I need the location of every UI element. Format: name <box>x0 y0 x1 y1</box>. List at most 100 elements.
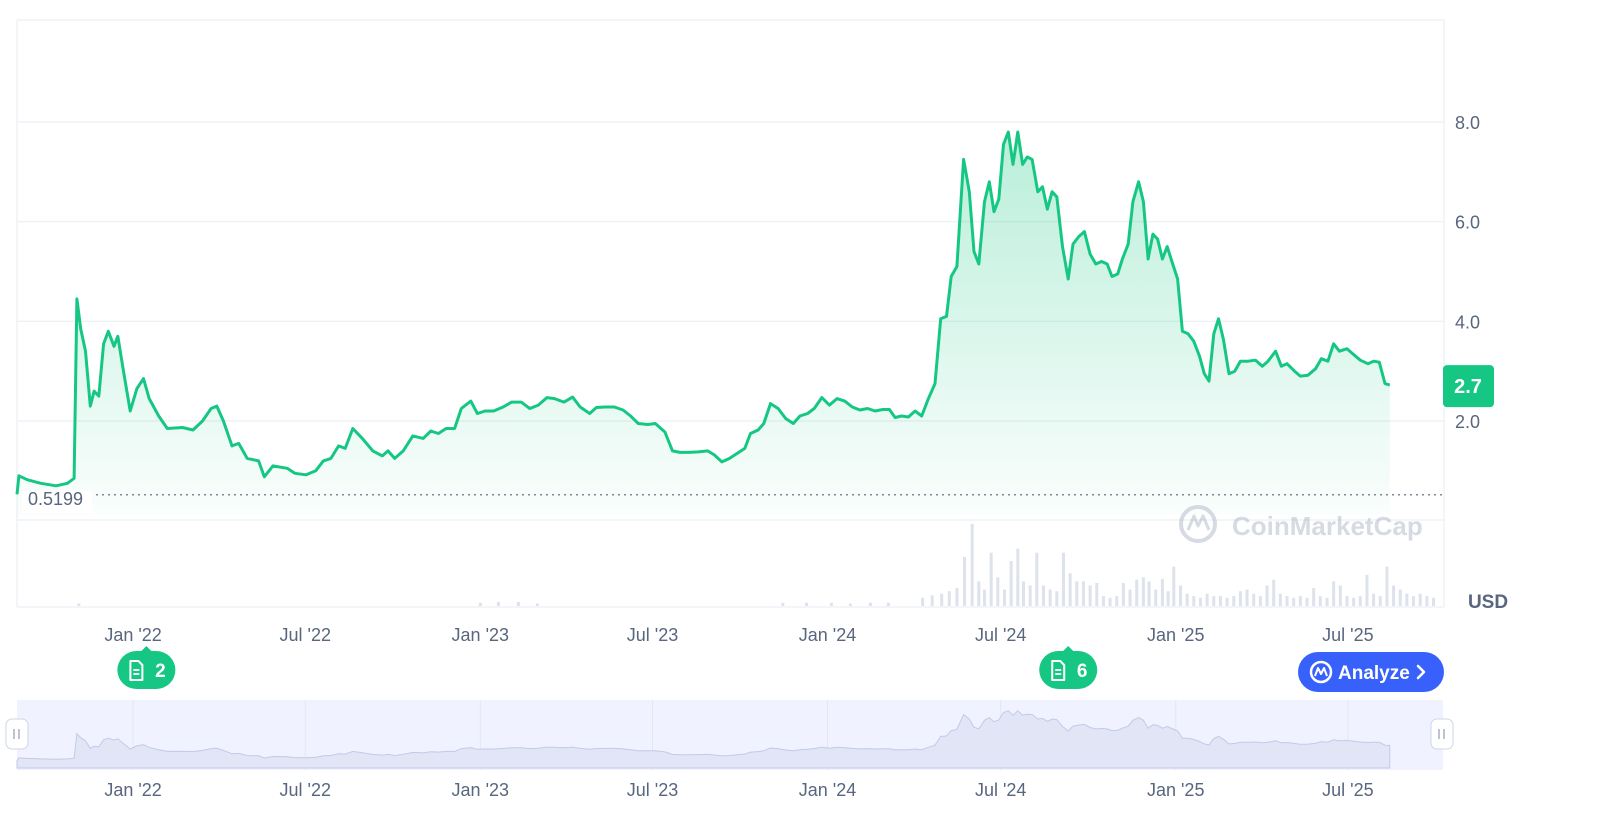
chart-frame <box>16 19 1445 608</box>
volume-bar <box>947 591 951 606</box>
volume-bar <box>1135 579 1139 606</box>
volume-bar <box>1258 596 1262 606</box>
event-badge[interactable]: 2 <box>117 646 176 689</box>
range-navigator[interactable]: Jan '22 Jul '22 Jan '23 Jul '23 Jan '24 Jul '… <box>5 700 1454 800</box>
volume-bar <box>516 601 520 606</box>
volume-bar <box>1128 589 1132 606</box>
event-badge[interactable]: 6 <box>1039 646 1098 689</box>
volume-bar <box>1418 593 1422 606</box>
volume-bar <box>1068 573 1072 606</box>
volume-bar <box>1028 585 1032 606</box>
x-tick-label: Jul '22 <box>280 625 331 645</box>
volume-bar <box>478 602 482 606</box>
volume-bar <box>1318 596 1322 606</box>
volume-bar <box>1305 597 1309 606</box>
analyze-button[interactable]: Analyze <box>1298 652 1444 692</box>
volume-bar <box>1108 597 1112 606</box>
x-axis-ticks: Jan '22 Jul '22 Jan '23 Jul '23 Jan '24 Jul '… <box>104 625 1373 645</box>
volume-bar <box>1075 581 1079 606</box>
document-icon <box>129 660 144 681</box>
document-icon <box>1051 660 1066 681</box>
navigator-left-handle[interactable] <box>5 718 29 750</box>
navigator-x-tick-label: Jul '25 <box>1322 780 1373 800</box>
cmc-logo-icon <box>1179 505 1217 543</box>
volume-bar <box>1238 591 1242 606</box>
volume-bar <box>1218 596 1222 606</box>
x-tick-label: Jan '24 <box>799 625 856 645</box>
event-count: 2 <box>155 661 166 682</box>
currency-label: USD <box>1468 592 1508 613</box>
volume-bar <box>1160 578 1164 606</box>
volume-bar <box>535 603 539 606</box>
volume-bar <box>77 603 81 606</box>
navigator-x-tick-label: Jan '25 <box>1147 780 1204 800</box>
volume-bar <box>1365 574 1369 606</box>
volume-bar <box>983 589 987 606</box>
volume-bar <box>496 601 500 606</box>
volume-bar <box>1035 552 1039 606</box>
navigator-x-tick-label: Jul '23 <box>627 780 678 800</box>
volume-bar <box>1022 581 1026 606</box>
baseline-label: 0.5199 <box>22 489 92 513</box>
volume-bar <box>1245 589 1249 606</box>
navigator-right-handle[interactable] <box>1430 718 1454 750</box>
watermark-text: CoinMarketCap <box>1232 511 1423 541</box>
price-area-fill <box>17 132 1390 515</box>
volume-bar <box>1338 585 1342 606</box>
volume-bar <box>977 581 981 606</box>
y-axis-ticks: 2.0 4.0 6.0 8.0 <box>1455 113 1480 432</box>
volume-bar <box>1141 577 1145 606</box>
volume-bar <box>1332 581 1336 606</box>
volume-bar <box>1178 585 1182 606</box>
event-count: 6 <box>1077 661 1088 682</box>
volume-bar <box>1009 560 1013 606</box>
cmc-ai-icon <box>1309 660 1333 684</box>
volume-bar <box>1392 585 1396 606</box>
volume-bar <box>1312 587 1316 606</box>
volume-bar <box>1166 591 1170 606</box>
volume-bar <box>930 595 934 606</box>
volume-bar <box>1265 585 1269 606</box>
volume-bar <box>1398 589 1402 606</box>
volume-bar <box>1016 548 1020 606</box>
volume-bar <box>848 603 852 606</box>
volume-bar <box>1002 589 1006 606</box>
volume-bar <box>886 602 890 606</box>
navigator-x-tick-label: Jan '24 <box>799 780 856 800</box>
volume-bar <box>1041 585 1045 606</box>
volume-bar <box>1147 581 1151 606</box>
volume-bar <box>1432 597 1436 606</box>
volume-bar <box>989 552 993 606</box>
volume-bar <box>1198 597 1202 606</box>
volume-bar <box>1352 597 1356 606</box>
navigator-x-tick-label: Jan '22 <box>104 780 161 800</box>
volume-bar <box>1358 596 1362 606</box>
price-line[interactable] <box>15 130 1391 495</box>
volume-bar <box>970 524 974 606</box>
volume-bar <box>1325 597 1329 606</box>
current-price-badge: 2.7 <box>1443 365 1494 408</box>
volume-bar <box>1101 596 1105 606</box>
volume-bar <box>940 593 944 606</box>
y-tick-label: 2.0 <box>1455 412 1480 432</box>
navigator-x-ticks: Jan '22 Jul '22 Jan '23 Jul '23 Jan '24 Jul '… <box>104 780 1373 800</box>
y-tick-label: 6.0 <box>1455 213 1480 233</box>
volume-bar <box>1278 593 1282 606</box>
volume-bar <box>1061 552 1065 606</box>
volume-bar <box>1095 583 1099 606</box>
x-tick-label: Jan '23 <box>452 625 509 645</box>
volume-bar <box>1272 579 1276 606</box>
analyze-label: Analyze <box>1338 663 1410 684</box>
volume-bar <box>1081 581 1085 606</box>
x-tick-label: Jan '22 <box>104 625 161 645</box>
volume-bar <box>1172 566 1176 606</box>
volume-bar <box>805 602 809 606</box>
volume-bar <box>1405 593 1409 606</box>
volume-bar <box>921 597 925 606</box>
volume-bar <box>781 602 785 606</box>
x-tick-label: Jan '25 <box>1147 625 1204 645</box>
volume-bar <box>1425 596 1429 606</box>
